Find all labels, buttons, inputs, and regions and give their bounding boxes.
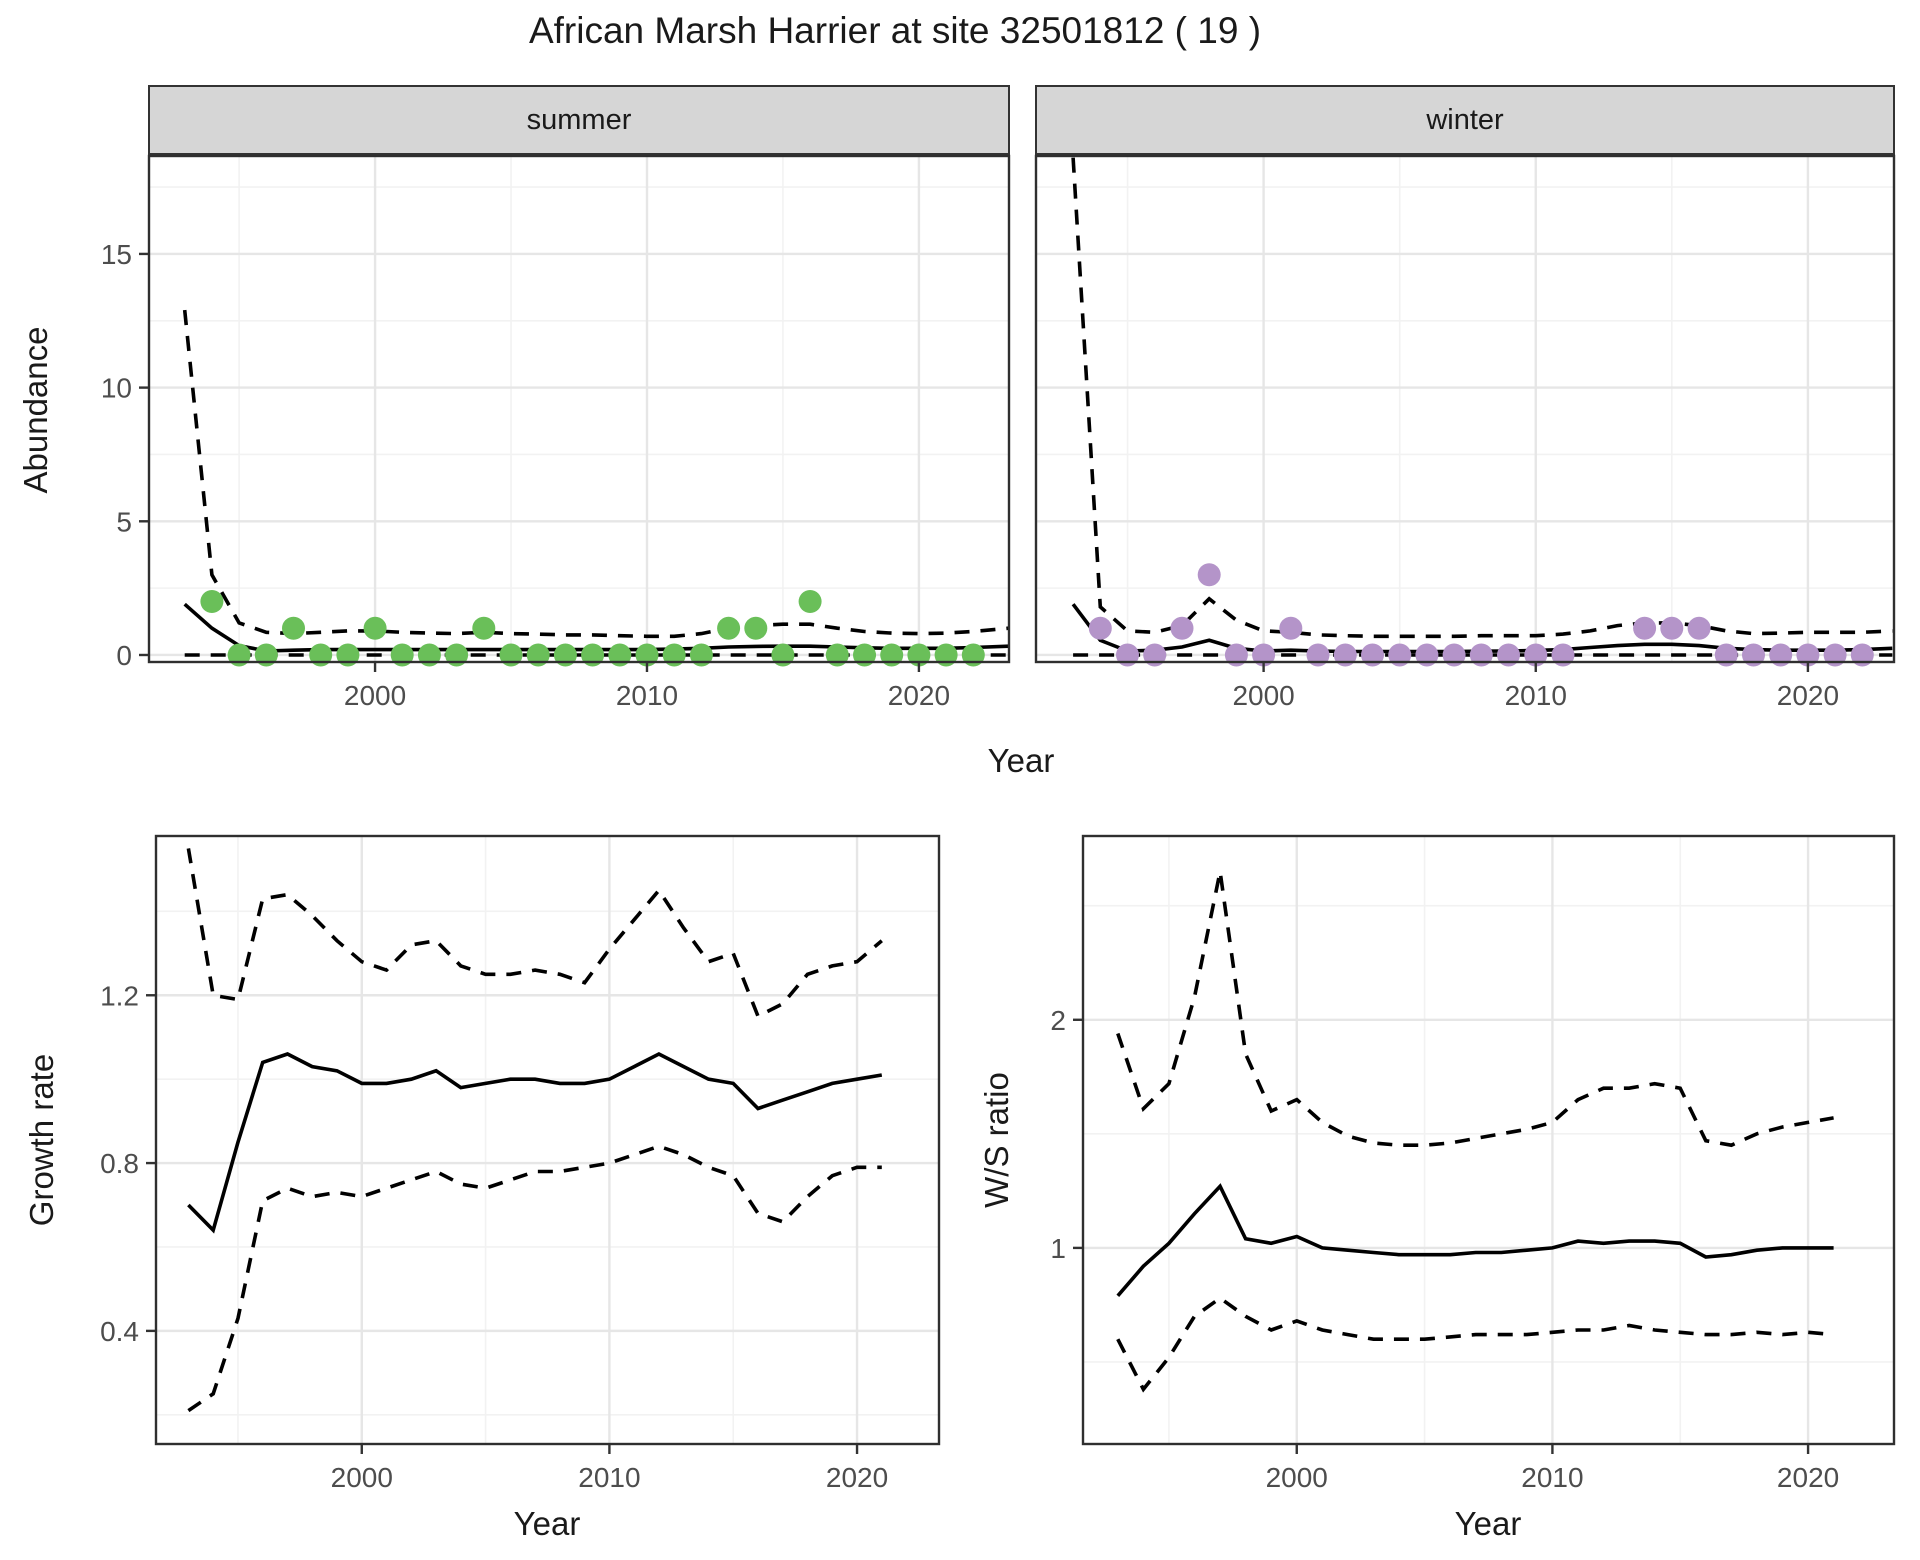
plot-title: African Marsh Harrier at site 32501812 (… xyxy=(528,10,1262,51)
svg-text:0.4: 0.4 xyxy=(100,1316,139,1347)
svg-text:2000: 2000 xyxy=(1266,1462,1328,1493)
svg-text:2010: 2010 xyxy=(616,680,678,711)
svg-text:2000: 2000 xyxy=(344,680,406,711)
svg-text:10: 10 xyxy=(101,373,132,404)
svg-text:2000: 2000 xyxy=(331,1462,393,1493)
facet-strip-summer-label: summer xyxy=(526,103,632,136)
year-axis-title-growth: Year xyxy=(513,1505,581,1542)
facet-strip-winter: winter xyxy=(1035,85,1895,155)
year-axis-title-top: Year xyxy=(987,742,1055,779)
ws-ratio-panel: 2000 2010 2020 1 2 xyxy=(1050,834,1896,1493)
svg-text:2000: 2000 xyxy=(1232,680,1294,711)
svg-text:2010: 2010 xyxy=(1505,680,1567,711)
year-axis-title-ws: Year xyxy=(1454,1505,1522,1542)
ws-axis-title: W/S ratio xyxy=(978,1072,1015,1208)
growth-axis-title: Growth rate xyxy=(23,1053,60,1227)
svg-text:2: 2 xyxy=(1050,1005,1066,1036)
svg-text:5: 5 xyxy=(116,506,132,537)
svg-text:2020: 2020 xyxy=(1777,1462,1839,1493)
svg-text:2020: 2020 xyxy=(1777,680,1839,711)
abundance-axis-title: Abundance xyxy=(17,326,54,494)
abundance-summer-panel: 2000 2010 2020 0 5 10 15 xyxy=(101,154,1011,711)
facet-strip-summer: summer xyxy=(148,85,1010,155)
abundance-winter-panel: 2000 2010 2020 xyxy=(1034,154,1896,711)
svg-text:0.8: 0.8 xyxy=(100,1148,139,1179)
svg-text:1: 1 xyxy=(1050,1233,1066,1264)
svg-text:2020: 2020 xyxy=(826,1462,888,1493)
svg-text:1.2: 1.2 xyxy=(100,980,139,1011)
svg-text:0: 0 xyxy=(116,640,132,671)
svg-text:2010: 2010 xyxy=(1521,1462,1583,1493)
svg-text:15: 15 xyxy=(101,239,132,270)
growth-rate-panel: 2000 2010 2020 0.4 0.8 1.2 xyxy=(100,834,941,1493)
facet-strip-winter-label: winter xyxy=(1426,103,1504,136)
svg-text:2020: 2020 xyxy=(888,680,950,711)
svg-text:2010: 2010 xyxy=(578,1462,640,1493)
